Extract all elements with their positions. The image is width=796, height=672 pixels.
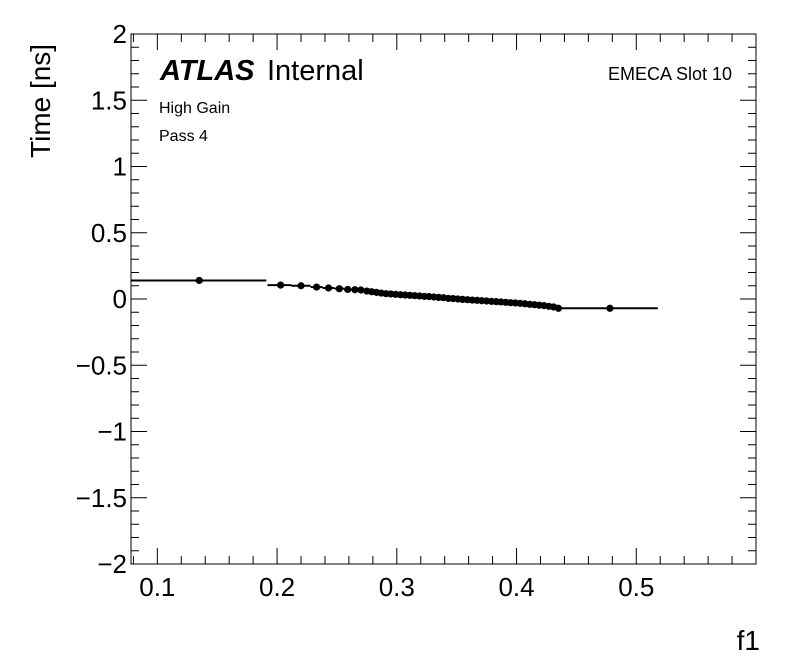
- atlas-sublabel: Internal: [267, 55, 364, 87]
- x-axis-title: f1: [737, 625, 760, 656]
- y-tick-label: −0.5: [76, 350, 127, 380]
- axis-ticks: [131, 33, 756, 565]
- annotation-pass: Pass 4: [159, 128, 208, 145]
- data-point: [277, 281, 285, 289]
- atlas-label: ATLAS: [159, 55, 255, 87]
- data-point: [324, 284, 333, 292]
- x-tick-label: 0.3: [379, 572, 415, 602]
- x-tick-label: 0.1: [139, 572, 175, 602]
- corner-label: EMECA Slot 10: [608, 64, 732, 84]
- data-point: [335, 285, 343, 293]
- y-axis-title: Time [ns]: [25, 44, 56, 158]
- x-tick-label: 0.5: [618, 572, 654, 602]
- annotation-gain: High Gain: [159, 100, 230, 117]
- data-point: [357, 286, 365, 294]
- y-tick-label: −1: [97, 417, 127, 447]
- data-point: [297, 282, 305, 290]
- x-tick-label: 0.2: [259, 572, 295, 602]
- y-tick-label: 1: [113, 152, 127, 182]
- y-tick-label: 0: [113, 284, 127, 314]
- y-tick-label: 0.5: [91, 218, 127, 248]
- data-point: [351, 286, 359, 294]
- data-point: [312, 283, 321, 291]
- data-point: [195, 276, 203, 285]
- y-tick-label: −2: [97, 549, 127, 579]
- y-tick-label: −1.5: [76, 483, 127, 513]
- data-point: [554, 304, 563, 312]
- x-tick-label: 0.4: [498, 572, 534, 602]
- atlas-label-group: ATLAS Internal: [159, 55, 364, 87]
- y-tick-label: 1.5: [91, 85, 127, 115]
- data-point: [606, 304, 614, 312]
- data-point: [344, 285, 352, 294]
- y-tick-label: 2: [113, 19, 127, 49]
- data-points: [195, 276, 614, 312]
- axis-tick-labels: 0.1 0.2 0.3 0.4 0.5 2 1.5 1 0.5 0 −0.5 −1 −1.5 −2: [76, 19, 655, 602]
